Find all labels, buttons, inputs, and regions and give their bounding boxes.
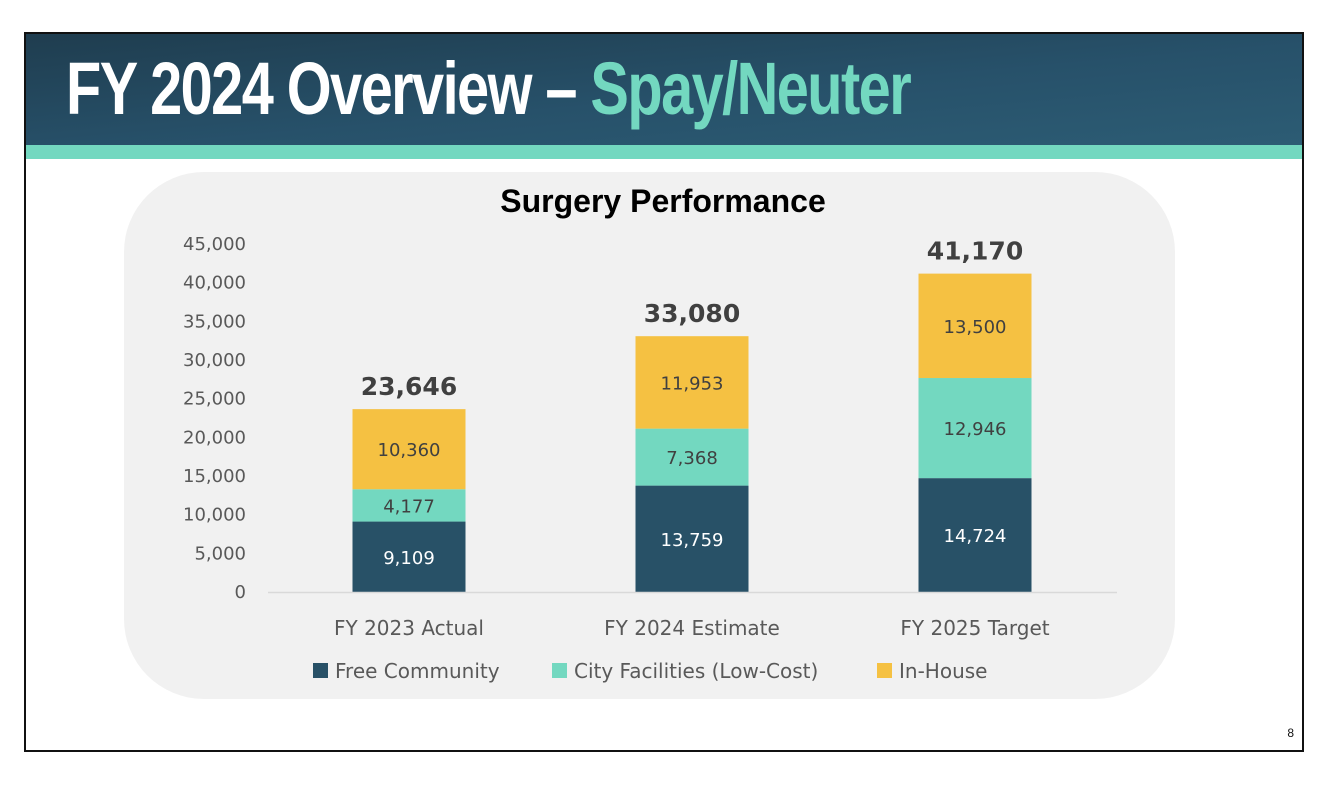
- data-label: 12,946: [944, 419, 1007, 440]
- bar-stack: 14,724 12,946 13,500 41,170: [918, 237, 1032, 592]
- data-label: 13,759: [661, 530, 724, 551]
- bar-segment: [635, 485, 749, 592]
- bar-segment: [352, 409, 466, 490]
- data-label: 10,360: [378, 440, 441, 461]
- x-tick-label: FY 2023 Actual: [334, 616, 484, 640]
- legend-item: Free Community: [313, 659, 500, 683]
- chart-title: Surgery Performance: [500, 183, 825, 219]
- data-label: 4,177: [383, 496, 435, 517]
- legend-label: City Facilities (Low-Cost): [574, 659, 818, 683]
- bar-segment: [352, 489, 466, 522]
- bar-segment: [918, 478, 1032, 592]
- x-tick-label: FY 2024 Estimate: [604, 616, 780, 640]
- bar-segment: [635, 428, 749, 486]
- x-axis: FY 2023 Actual FY 2024 Estimate FY 2025 Ta…: [268, 591, 1117, 640]
- data-label: 9,109: [383, 548, 435, 569]
- legend-swatch: [877, 663, 892, 678]
- x-tick-label: FY 2025 Target: [900, 616, 1049, 640]
- y-tick-label: 10,000: [183, 505, 246, 526]
- slide-title: FY 2024 Overview – Spay/Neuter: [66, 44, 912, 134]
- data-label: 7,368: [666, 448, 718, 469]
- data-label: 14,724: [944, 526, 1007, 547]
- legend-label: Free Community: [335, 659, 500, 683]
- y-axis: 0 5,000 10,000 15,000 20,000 25,000 30,000 35,0…: [183, 234, 246, 603]
- bar-segment: [918, 273, 1032, 379]
- y-tick-label: 35,000: [183, 311, 246, 332]
- slide-title-accent: Spay/Neuter: [590, 47, 911, 130]
- y-tick-label: 25,000: [183, 389, 246, 410]
- slide-title-main: FY 2024 Overview –: [66, 47, 591, 130]
- bar-stack: 9,109 4,177 10,360 23,646: [352, 372, 466, 592]
- legend-label: In-House: [899, 659, 987, 683]
- bars: 9,109 4,177 10,360 23,646 13,759 7,368 11,953 3…: [352, 237, 1032, 592]
- legend-swatch: [552, 663, 567, 678]
- data-label: 11,953: [661, 373, 724, 394]
- legend-item: In-House: [877, 659, 987, 683]
- total-label: 33,080: [644, 299, 740, 328]
- bar-segment: [352, 521, 466, 592]
- y-tick-label: 30,000: [183, 350, 246, 371]
- total-label: 23,646: [361, 372, 457, 401]
- bar-segment: [635, 336, 749, 429]
- slide-header: FY 2024 Overview – Spay/Neuter: [26, 34, 1302, 145]
- y-tick-label: 15,000: [183, 466, 246, 487]
- y-tick-label: 5,000: [194, 543, 246, 564]
- legend-item: City Facilities (Low-Cost): [552, 659, 818, 683]
- y-tick-label: 0: [235, 582, 246, 603]
- total-label: 41,170: [927, 237, 1023, 266]
- y-tick-label: 45,000: [183, 234, 246, 255]
- page-number: 8: [1287, 726, 1294, 740]
- bar-stack: 13,759 7,368 11,953 33,080: [635, 299, 749, 592]
- header-accent-band: [26, 145, 1302, 159]
- y-tick-label: 20,000: [183, 427, 246, 448]
- data-label: 13,500: [944, 317, 1007, 338]
- y-tick-label: 40,000: [183, 273, 246, 294]
- legend-swatch: [313, 663, 328, 678]
- legend: Free Community City Facilities (Low-Cost)…: [313, 659, 987, 683]
- bar-segment: [918, 378, 1032, 479]
